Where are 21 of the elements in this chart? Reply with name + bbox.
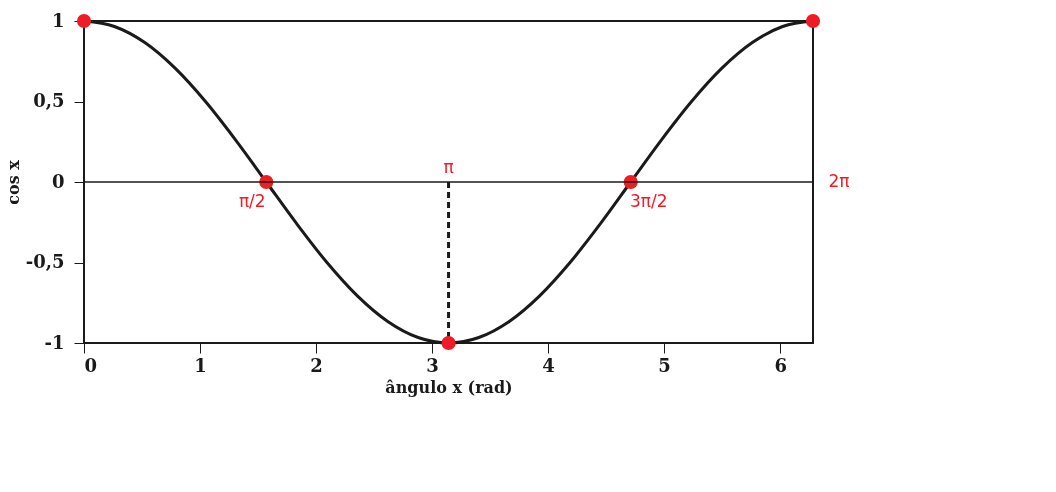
x-tick-label: 4 (542, 354, 555, 376)
x-axis-title: ângulo x (rad) (385, 377, 513, 397)
x-tick-label: 1 (194, 354, 207, 376)
y-tick-label: 0 (51, 170, 65, 192)
annotation: 2π (828, 171, 850, 191)
y-tick-label: -1 (44, 331, 65, 353)
point (76, 13, 92, 29)
point (805, 13, 821, 29)
annotation: π/2 (238, 191, 266, 211)
x-tick-label: 5 (658, 354, 671, 376)
y-axis-title: cos x (3, 159, 23, 205)
annotation: π (443, 157, 454, 177)
x-tick-label: 6 (774, 354, 787, 376)
x-tick-label: 2 (310, 354, 323, 376)
x-tick-label: 3 (426, 354, 439, 376)
y-tick-label: 0,5 (33, 90, 65, 111)
y-tick-label: -0,5 (25, 251, 65, 272)
x-tick-label: 0 (84, 354, 98, 376)
point (441, 335, 456, 351)
annotation: 3π/2 (629, 191, 668, 211)
y-tick-label: 1 (51, 9, 65, 31)
